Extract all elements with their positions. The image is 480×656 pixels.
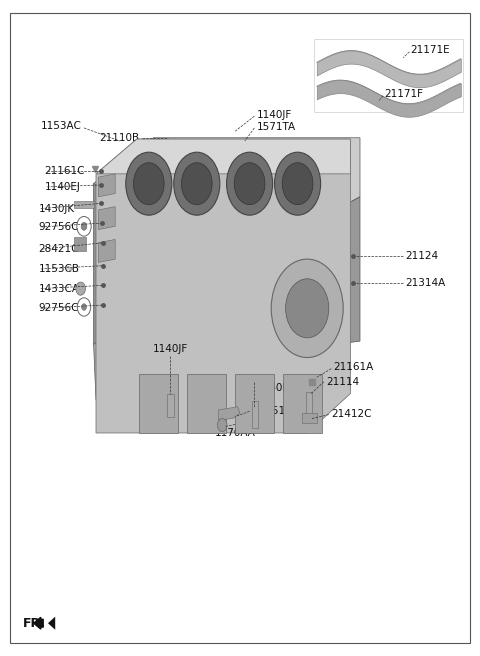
Polygon shape [96,139,350,433]
Polygon shape [235,374,274,433]
Text: 21171F: 21171F [384,89,423,99]
Bar [252,401,258,428]
Circle shape [181,163,212,205]
Polygon shape [96,139,350,174]
Circle shape [217,419,227,432]
Bar [302,413,317,423]
Text: 1430JK: 1430JK [38,203,74,214]
Circle shape [81,222,87,230]
Text: 21124: 21124 [406,251,439,261]
Circle shape [275,152,321,215]
Bar [74,237,86,251]
Text: 92756C: 92756C [38,222,79,232]
Text: 1140EJ: 1140EJ [45,182,81,192]
Text: 21114: 21114 [326,377,360,387]
Text: 1140JF: 1140JF [153,344,188,354]
Text: 1140FZ: 1140FZ [257,383,296,393]
Circle shape [234,163,265,205]
Polygon shape [98,239,115,262]
Polygon shape [94,302,336,400]
Text: 21171E: 21171E [410,45,450,55]
Circle shape [227,152,273,215]
Bar [74,201,94,208]
Text: 21161A: 21161A [334,362,374,373]
Bar [314,39,463,112]
Text: 1153AC: 1153AC [41,121,82,131]
Circle shape [174,152,220,215]
Text: 1153CB: 1153CB [38,264,79,274]
Text: 1571TA: 1571TA [257,122,296,133]
Polygon shape [139,374,178,433]
Text: 1170AA: 1170AA [215,428,256,438]
Circle shape [286,279,329,338]
Polygon shape [94,138,154,344]
Polygon shape [98,174,115,197]
Polygon shape [98,207,115,230]
Text: 21110B: 21110B [99,133,139,143]
Polygon shape [187,374,226,433]
Bar [167,394,174,417]
Circle shape [133,163,164,205]
Circle shape [76,282,85,295]
Text: 21151: 21151 [252,405,285,416]
Text: 21314A: 21314A [406,278,446,289]
Circle shape [282,163,313,205]
FancyArrow shape [34,617,43,629]
Polygon shape [94,138,360,210]
Text: 21412C: 21412C [331,409,372,419]
Text: 92756C: 92756C [38,303,79,314]
Polygon shape [48,617,55,630]
Circle shape [271,259,343,358]
Circle shape [126,152,172,215]
Text: 1140JF: 1140JF [257,110,292,120]
Text: FR.: FR. [23,617,46,630]
Polygon shape [218,407,240,420]
Circle shape [82,304,86,310]
Text: 21161C: 21161C [45,165,85,176]
Text: 28421C: 28421C [38,244,79,255]
Polygon shape [283,374,322,433]
Bar [306,392,312,421]
Text: 1433CA: 1433CA [38,283,79,294]
Polygon shape [336,197,360,344]
